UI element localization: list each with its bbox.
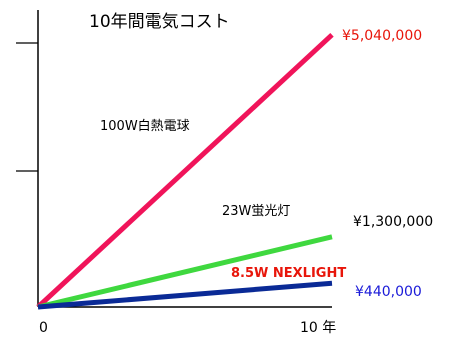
series-line [37, 280, 333, 310]
series-line [37, 234, 333, 310]
series-name-label: 100W白熱電球 [100, 118, 190, 134]
series-value-label: ¥440,000 [355, 284, 422, 300]
chart-title: 10年間電気コスト [89, 12, 230, 32]
series-value-label: ¥5,040,000 [342, 28, 422, 44]
x-tick-label: 10 年 [300, 320, 336, 336]
series-name-label: 23W蛍光灯 [222, 204, 290, 219]
series-value-label: ¥1,300,000 [353, 214, 433, 230]
series-name-label: 8.5W NEXLIGHT [231, 266, 346, 281]
x-tick-label: 0 [39, 320, 48, 336]
series-line [36, 33, 334, 309]
